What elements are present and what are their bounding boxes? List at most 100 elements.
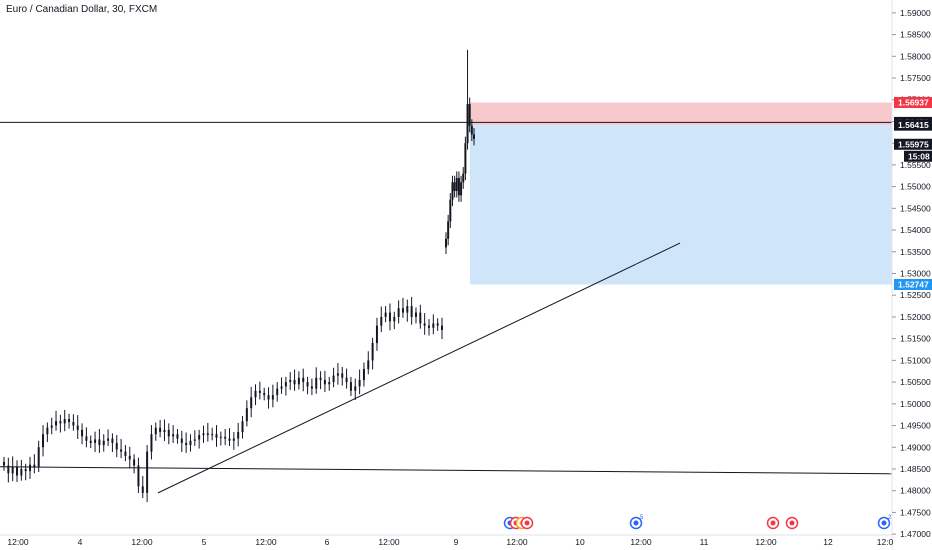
- candle-body: [211, 434, 214, 436]
- candle-body: [189, 440, 192, 446]
- candle-body: [315, 377, 318, 389]
- candle-body: [468, 104, 471, 126]
- price-tick-label: 1.47000: [900, 529, 931, 539]
- candle-body: [323, 379, 326, 385]
- candle-body: [224, 436, 227, 439]
- countdown-label: [904, 150, 932, 162]
- candle-body: [341, 373, 344, 378]
- candle-body: [50, 425, 53, 428]
- candle-body: [111, 438, 114, 443]
- candle-body: [371, 343, 374, 361]
- candle-body: [445, 238, 447, 248]
- candle-body: [232, 438, 235, 441]
- candle-body: [276, 388, 279, 396]
- price-tick-label: 1.52000: [900, 312, 931, 322]
- time-tick-label: 12:00: [131, 537, 153, 547]
- candle-body: [81, 429, 84, 437]
- price-label-entry: [894, 119, 932, 131]
- price-tick-label: 1.54500: [900, 203, 931, 213]
- time-axis: 12:00 4 12:00 5 12:00 6 12:00 9 12:00 10 12:00 11 12…: [0, 515, 894, 547]
- price-tick-label: 1.47500: [900, 507, 931, 517]
- candle-body: [146, 451, 149, 493]
- price-tick-label: 1.49000: [900, 442, 931, 452]
- candle-body: [441, 325, 443, 330]
- candle-body: [388, 312, 391, 322]
- candle-body: [284, 382, 287, 387]
- price-label-entry-text: 1.56415: [898, 120, 929, 130]
- candle-body: [107, 438, 110, 441]
- candle-body: [280, 386, 283, 389]
- time-tick-label: 12:00: [7, 537, 29, 547]
- candle-body: [397, 308, 400, 317]
- time-tick-label: 12:0: [877, 537, 894, 547]
- candle-body: [42, 434, 45, 448]
- candle-body: [358, 379, 361, 387]
- candle-body: [206, 433, 209, 436]
- time-tick-label: 12:00: [506, 537, 528, 547]
- time-tick-label: 10: [575, 537, 585, 547]
- candle-body: [46, 427, 49, 435]
- candle-body: [133, 459, 136, 466]
- price-tick-label: 1.49500: [900, 421, 931, 431]
- candle-body: [447, 221, 450, 239]
- candle-body: [449, 199, 452, 222]
- price-tick-label: 1.50500: [900, 377, 931, 387]
- plot-area: [0, 49, 893, 502]
- candle-body: [319, 377, 322, 380]
- event-marker-count: 2: [888, 515, 892, 521]
- price-tick-label: 1.55000: [900, 182, 931, 192]
- time-tick-label: 12:00: [378, 537, 400, 547]
- candle-body: [451, 182, 454, 200]
- event-marker-dot: [524, 520, 530, 526]
- candle-body: [180, 438, 183, 443]
- candle-body: [414, 312, 417, 317]
- price-tick-label: 1.50000: [900, 399, 931, 409]
- candle-body: [150, 434, 153, 452]
- candle-body: [154, 427, 157, 435]
- candle-body: [460, 182, 463, 196]
- candle-body: [3, 462, 5, 466]
- candle-body: [37, 447, 40, 467]
- candle-body: [11, 466, 14, 474]
- price-label-target-text: 1.52747: [898, 279, 929, 289]
- candle-body: [68, 419, 71, 423]
- candle-body: [423, 323, 426, 326]
- price-tick-label: 1.57500: [900, 73, 931, 83]
- candle-body: [427, 325, 430, 328]
- time-tick-label: 6: [325, 537, 330, 547]
- candle-body: [85, 436, 88, 441]
- candle-body: [128, 455, 131, 460]
- horizontal-line-support: [0, 466, 893, 475]
- candle-body: [159, 427, 162, 433]
- candle-body: [72, 422, 75, 426]
- candle-body: [367, 360, 370, 370]
- candle-body: [176, 434, 179, 439]
- price-tick-label: 1.53000: [900, 269, 931, 279]
- candle-body: [289, 379, 292, 383]
- candle-body: [193, 439, 196, 441]
- candle-body: [362, 369, 365, 380]
- candle-body: [33, 464, 36, 467]
- candle-body: [263, 392, 266, 396]
- candle-body: [172, 434, 175, 437]
- candle-body: [228, 438, 231, 441]
- event-marker-dot: [789, 520, 795, 526]
- candle-body: [163, 429, 166, 433]
- candle-body: [466, 104, 469, 144]
- candle-body: [401, 308, 404, 313]
- candle-body: [55, 421, 58, 426]
- price-tick-label: 1.54000: [900, 225, 931, 235]
- time-tick-label: 11: [700, 537, 709, 547]
- candle-body: [406, 306, 409, 313]
- time-tick-label: 12: [823, 537, 833, 547]
- price-tick-label: 1.52500: [900, 290, 931, 300]
- trend-line: [157, 242, 681, 494]
- candle-body: [137, 465, 140, 487]
- price-tick-label: 1.51000: [900, 355, 931, 365]
- price-label-stop-text: 1.56937: [898, 97, 929, 107]
- candle-body: [29, 464, 32, 472]
- event-marker-count: 5: [640, 515, 644, 521]
- candle-body: [384, 312, 387, 317]
- take-profit-zone: [470, 125, 892, 285]
